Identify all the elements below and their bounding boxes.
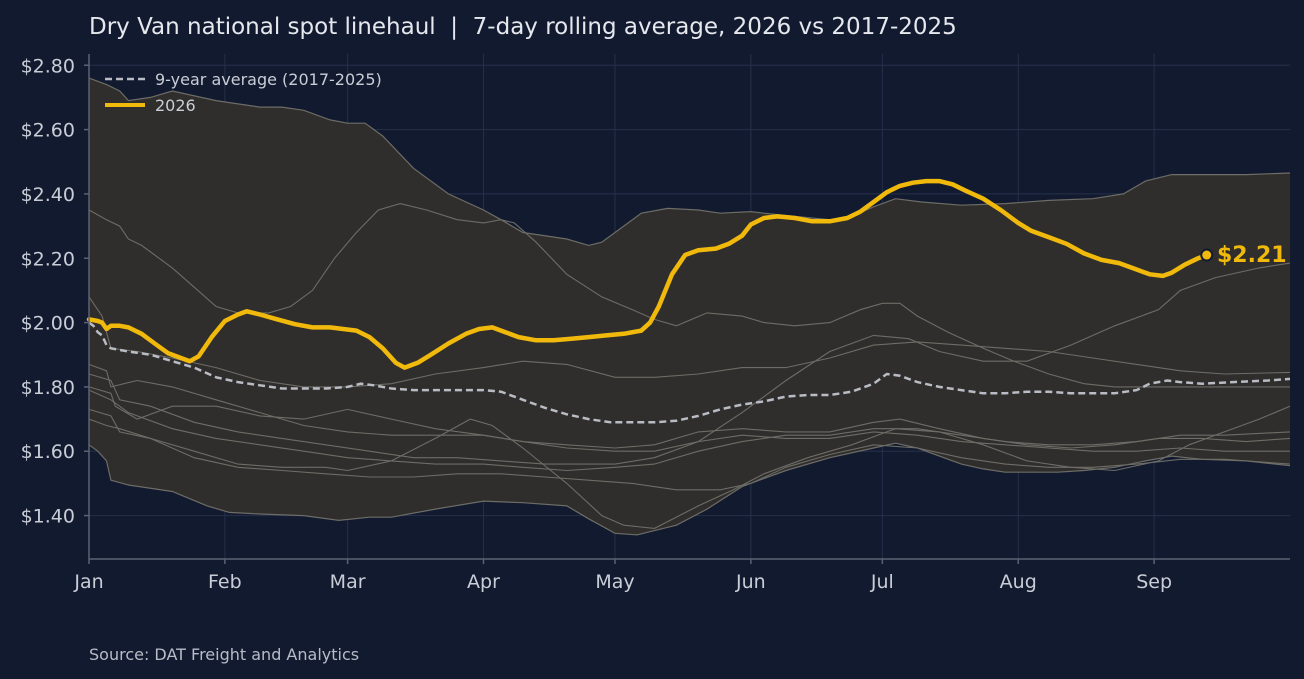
history-year-line — [88, 373, 1290, 465]
y-tick-label: $1.40 — [21, 506, 75, 528]
history-year-line — [88, 405, 1291, 529]
y-tick-label: $2.80 — [21, 55, 75, 77]
chart-title: Dry Van national spot linehaul | 7-day r… — [89, 14, 957, 40]
average-series-line — [88, 321, 1291, 424]
y-tick-label: $1.80 — [21, 377, 75, 399]
x-tick-label: Mar — [330, 571, 366, 593]
legend-label-2026: 2026 — [155, 96, 196, 115]
range-band-upper-line — [88, 77, 1291, 247]
source-note: Source: DAT Freight and Analytics — [89, 645, 359, 664]
range-band-area — [89, 78, 1290, 535]
y-tick-label: $2.00 — [21, 313, 75, 335]
series-2026-line — [86, 178, 1209, 370]
y-tick-label: $1.60 — [21, 441, 75, 463]
y-tick-label: $2.60 — [21, 120, 75, 142]
historical-year-lines — [88, 203, 1291, 529]
x-tick-label: Jul — [870, 571, 894, 593]
x-tick-label: Jan — [73, 571, 103, 593]
history-year-line — [88, 262, 1291, 452]
history-year-line — [88, 296, 1291, 388]
history-year-line — [88, 203, 1290, 388]
history-year-line — [88, 389, 1291, 472]
history-year-line — [88, 418, 1291, 491]
legend-label-average: 9-year average (2017-2025) — [155, 70, 382, 89]
x-tick-label: Sep — [1136, 571, 1172, 593]
y-tick-label: $2.40 — [21, 184, 75, 206]
historical-range-band — [88, 77, 1291, 536]
current-value-marker — [1200, 248, 1214, 262]
x-tick-label: May — [595, 571, 634, 593]
legend: 9-year average (2017-2025) 2026 — [105, 70, 382, 115]
x-tick-label: Jun — [735, 571, 766, 593]
current-value-label: $2.21 — [1217, 243, 1287, 268]
range-band-lower-line — [88, 442, 1291, 536]
x-tick-label: Aug — [1000, 571, 1037, 593]
history-year-line — [88, 386, 1291, 449]
x-tick-label: Apr — [467, 571, 500, 593]
series-2026-endpoint — [1200, 248, 1214, 262]
series-lines — [86, 178, 1291, 424]
y-tick-label: $2.20 — [21, 248, 75, 270]
axes: $1.40 $1.60 $1.80 $2.00 $2.20 $2.40 $2.60 $2.80… — [21, 54, 1290, 593]
x-tick-label: Feb — [208, 571, 242, 593]
